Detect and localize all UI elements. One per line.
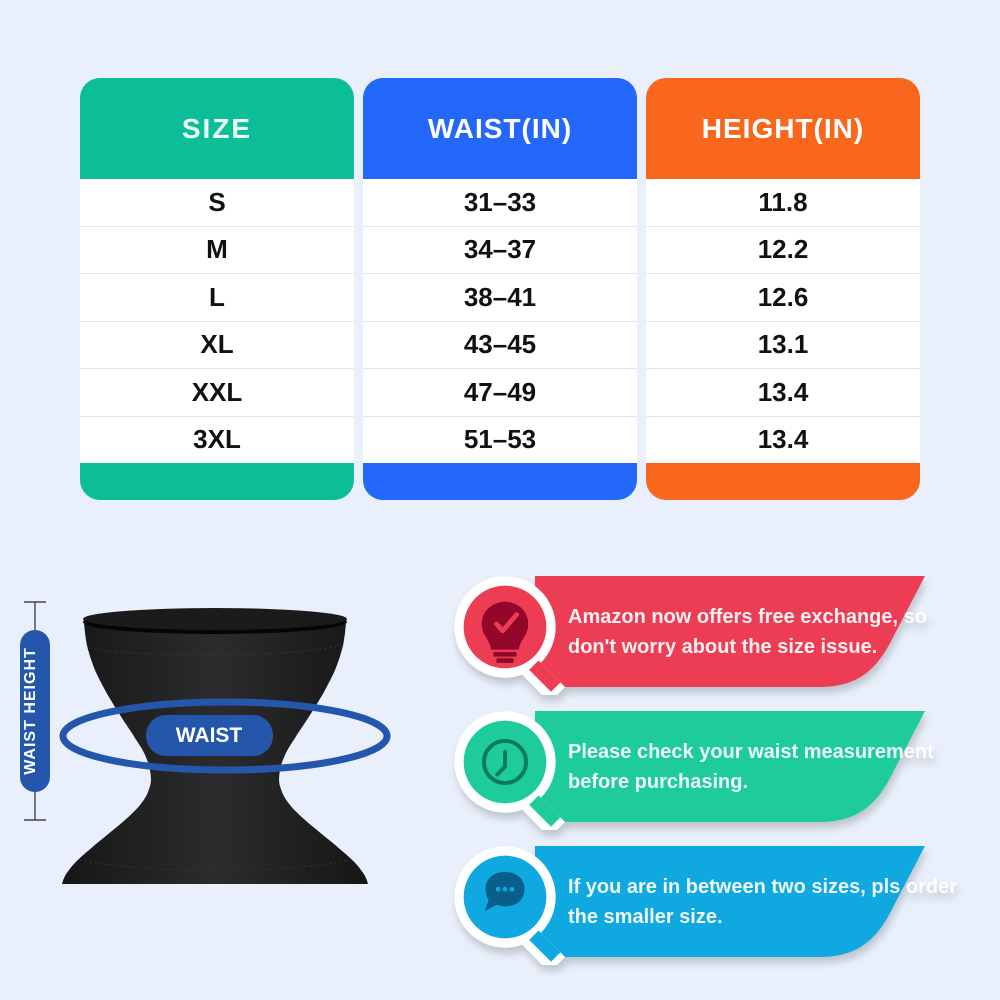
svg-text:If you are in between two size: If you are in between two sizes, pls ord… — [568, 876, 957, 898]
svg-text:before purchasing.: before purchasing. — [568, 771, 748, 793]
svg-text:Amazon now offers free exchang: Amazon now offers free exchange, so — [568, 606, 927, 628]
svg-text:WAIST: WAIST — [176, 724, 243, 747]
svg-text:the smaller size.: the smaller size. — [568, 906, 723, 928]
svg-text:WAIST HEIGHT: WAIST HEIGHT — [22, 647, 39, 775]
svg-text:don't worry about the size iss: don't worry about the size issue. — [568, 636, 877, 658]
svg-text:Please check your waist measur: Please check your waist measurement — [568, 741, 934, 763]
